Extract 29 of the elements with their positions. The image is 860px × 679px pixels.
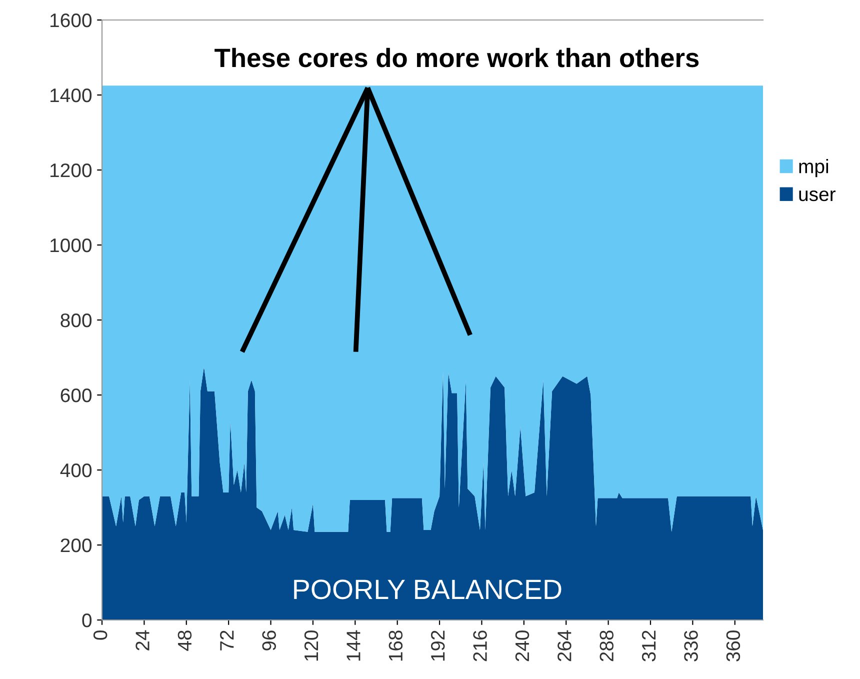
x-tick-label: 168 [388,630,403,661]
legend-label: user [799,190,836,202]
y-tick-label: 400 [60,463,92,478]
x-tick-label: 24 [136,630,150,650]
x-tick-label: 288 [600,630,614,662]
y-tick-label: 800 [60,313,92,328]
x-tick-label: 264 [558,630,572,662]
x-tick-label: 120 [304,630,318,661]
x-tick-label: 144 [346,630,360,661]
x-tick-label: 48 [178,630,192,651]
x-tick-label: 192 [430,630,445,661]
x-tick-label: 240 [515,630,530,662]
x-tick-label: 72 [220,630,234,650]
x-tick-label: 360 [726,630,740,662]
y-tick-label: 1600 [50,13,92,28]
legend-label: mpi [799,159,828,178]
y-tick-label: 1000 [50,238,92,252]
x-tick-label: 0 [93,630,108,640]
y-tick-label: 600 [60,388,92,402]
y-tick-label: 1400 [50,88,92,102]
x-tick-label: 336 [684,630,698,662]
annotation: These cores do more work than others [214,48,699,68]
y-tick-label: 0 [82,613,92,628]
y-tick-label: 1200 [50,163,92,178]
annotation: POORLY BALANCED [294,580,562,600]
x-tick-label: 216 [473,630,487,662]
x-tick-label: 96 [262,630,276,650]
y-tick-label: 200 [60,538,92,552]
x-tick-label: 312 [642,630,656,662]
